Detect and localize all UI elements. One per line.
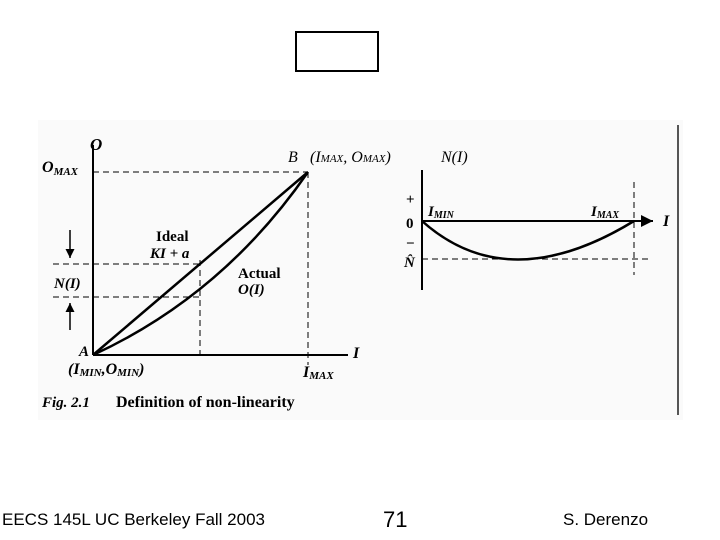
imax-label: IMAX	[302, 364, 334, 382]
title-placeholder-box	[295, 31, 379, 72]
ideal-line	[92, 171, 309, 356]
nonlinearity-figure: O I OMAX N(I) A (IMIN,OMIN) B (IMAX, OMA…	[38, 120, 683, 420]
point-b-coord: (IMAX, OMAX)	[310, 149, 391, 166]
minus-sign: −	[406, 236, 415, 252]
scan-background	[38, 120, 683, 420]
caption-text: Definition of non-linearity	[116, 394, 295, 411]
nonlinearity-curve	[421, 219, 635, 261]
right-x-axis-label: I	[662, 213, 670, 230]
actual-curve	[92, 171, 310, 357]
ideal-label: Ideal	[156, 229, 189, 245]
actual-label: Actual	[238, 266, 281, 282]
zero-label: 0	[406, 216, 414, 232]
n-hat-label: N̂	[403, 253, 416, 271]
point-b-label: B	[288, 149, 298, 166]
right-plot: N(I) + 0 − N̂ IMIN IMAX I	[403, 149, 670, 290]
footer-author: S. Derenzo	[563, 510, 649, 529]
right-imax-label: IMAX	[590, 204, 619, 221]
omax-label: OMAX	[42, 159, 79, 178]
x-axis-label: I	[352, 345, 360, 362]
point-a-label: A	[78, 344, 89, 360]
actual-equation: O(I)	[238, 282, 265, 298]
ideal-equation: KI + a	[149, 246, 190, 262]
right-plot-title: N(I)	[440, 149, 468, 166]
right-imin-label: IMIN	[427, 204, 455, 221]
caption-prefix: Fig. 2.1	[41, 395, 90, 411]
footer-course: EECS 145L UC Berkeley Fall 2003	[2, 510, 266, 529]
left-plot: O I OMAX N(I) A (IMIN,OMIN) B (IMAX, OMA…	[41, 135, 391, 411]
plus-sign: +	[406, 192, 415, 208]
y-axis-label: O	[90, 135, 102, 154]
point-a-coord: (IMIN,OMIN)	[68, 361, 144, 379]
footer-page-number: 71	[383, 507, 408, 532]
n-of-i-label: N(I)	[53, 276, 81, 292]
